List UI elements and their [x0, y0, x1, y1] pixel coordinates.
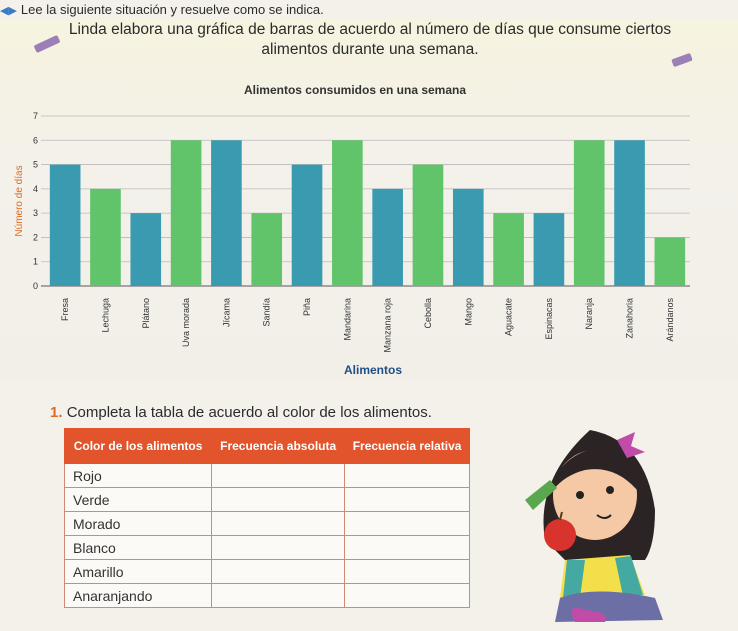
bar-jícama — [211, 140, 242, 286]
table-row: Amarillo — [63, 559, 470, 584]
bar-arándanos — [654, 237, 686, 286]
y-tick-label: 3 — [33, 208, 38, 218]
table-row: Rojo — [63, 463, 470, 488]
y-axis-label: Número de días — [14, 165, 25, 236]
table-header-row: Color de los alimentos Frecuencia absolu… — [63, 428, 470, 464]
x-axis-label: Alimentos — [344, 363, 402, 377]
y-tick-label: 5 — [33, 160, 38, 170]
bar-espinacas — [533, 213, 565, 286]
row-label: Morado — [63, 511, 213, 536]
instruction-text: Lee la siguiente situación y resuelve co… — [20, 2, 324, 17]
y-tick-label: 4 — [33, 184, 38, 194]
bar-sandía — [251, 213, 283, 286]
absolute-frequency-cell[interactable] — [211, 535, 346, 560]
x-tick-labels: Fresa Lechuga Plátano Uva morada Jícama Sandí… — [60, 298, 675, 353]
relative-frequency-cell[interactable] — [344, 535, 470, 560]
x-tick-label: Uva morada — [181, 298, 191, 347]
y-tick-label: 7 — [33, 111, 38, 121]
x-tick-label: Espinacas — [544, 298, 554, 340]
x-tick-label: Naranja — [584, 298, 594, 330]
x-tick-label: Lechuga — [100, 298, 110, 333]
bar-chart: Alimentos consumidos en una semana Númer… — [14, 83, 690, 377]
intro-paragraph: Linda elabora una gráfica de barras de a… — [68, 21, 672, 58]
x-tick-label: Arándanos — [665, 298, 675, 342]
absolute-frequency-cell[interactable] — [211, 487, 346, 512]
absolute-frequency-cell[interactable] — [211, 583, 346, 608]
bar-plátano — [130, 213, 162, 286]
bar-manzana-roja — [372, 188, 403, 286]
instruction-line: ◀▶ Lee la siguiente situación y resuelve … — [0, 2, 324, 17]
x-tick-label: Piña — [302, 298, 312, 316]
relative-frequency-cell[interactable] — [344, 487, 470, 512]
row-label: Amarillo — [63, 559, 213, 584]
absolute-frequency-cell[interactable] — [211, 463, 346, 488]
x-tick-label: Manzana roja — [383, 298, 393, 353]
bar-fresa — [49, 164, 81, 286]
row-label: Rojo — [63, 463, 213, 488]
bar-piña — [291, 164, 323, 286]
x-tick-label: Mango — [463, 298, 473, 326]
relative-frequency-cell[interactable] — [344, 463, 470, 488]
x-tick-label: Mandarina — [342, 298, 352, 341]
question-number: 1. — [50, 404, 63, 421]
relative-frequency-cell[interactable] — [344, 583, 470, 608]
table-row: Morado — [63, 511, 470, 536]
table-row: Verde — [63, 487, 470, 512]
x-tick-label: Jícama — [221, 298, 231, 327]
bar-mandarina — [332, 140, 363, 286]
x-tick-label: Sandía — [262, 298, 272, 327]
table-row: Anaranjando — [63, 583, 470, 608]
y-tick-label: 2 — [33, 232, 38, 242]
question-1: 1. Completa la tabla de acuerdo al color… — [50, 404, 432, 421]
y-tick-label: 0 — [33, 281, 38, 291]
chart-title: Alimentos consumidos en una semana — [244, 83, 466, 97]
row-label: Blanco — [63, 535, 213, 560]
table-row: Blanco — [63, 535, 470, 560]
bar-zanahoria — [614, 140, 645, 286]
question-text: Completa la tabla de acuerdo al color de… — [66, 404, 432, 421]
play-icon: ◀▶ — [0, 5, 17, 17]
bar-aguacate — [493, 213, 524, 286]
absolute-frequency-cell[interactable] — [211, 511, 346, 536]
x-tick-label: Zanahoria — [625, 298, 635, 339]
x-tick-label: Plátano — [141, 298, 151, 329]
relative-frequency-cell[interactable] — [344, 559, 470, 584]
x-tick-label: Fresa — [60, 298, 70, 321]
y-tick-label: 1 — [33, 257, 38, 267]
bar-uva-morada — [170, 140, 202, 286]
table-header-absolute: Frecuencia absoluta — [211, 428, 346, 464]
bar-naranja — [573, 140, 605, 286]
bar-lechuga — [90, 188, 121, 286]
relative-frequency-cell[interactable] — [344, 511, 470, 536]
x-tick-label: Cebolla — [423, 298, 433, 329]
absolute-frequency-cell[interactable] — [211, 559, 346, 584]
bar-mango — [452, 188, 484, 286]
table-header-color: Color de los alimentos — [63, 428, 213, 464]
row-label: Anaranjando — [63, 583, 213, 608]
x-tick-label: Aguacate — [504, 298, 514, 336]
frequency-table: Color de los alimentos Frecuencia absolu… — [63, 428, 470, 608]
row-label: Verde — [63, 487, 213, 512]
bars — [49, 140, 686, 286]
table-header-relative: Frecuencia relativa — [344, 428, 470, 464]
y-tick-labels: 0 1 2 3 4 5 6 7 — [33, 111, 38, 291]
bar-cebolla — [412, 164, 444, 286]
girl-eating-apple-illustration — [525, 430, 663, 622]
y-tick-label: 6 — [33, 135, 38, 145]
